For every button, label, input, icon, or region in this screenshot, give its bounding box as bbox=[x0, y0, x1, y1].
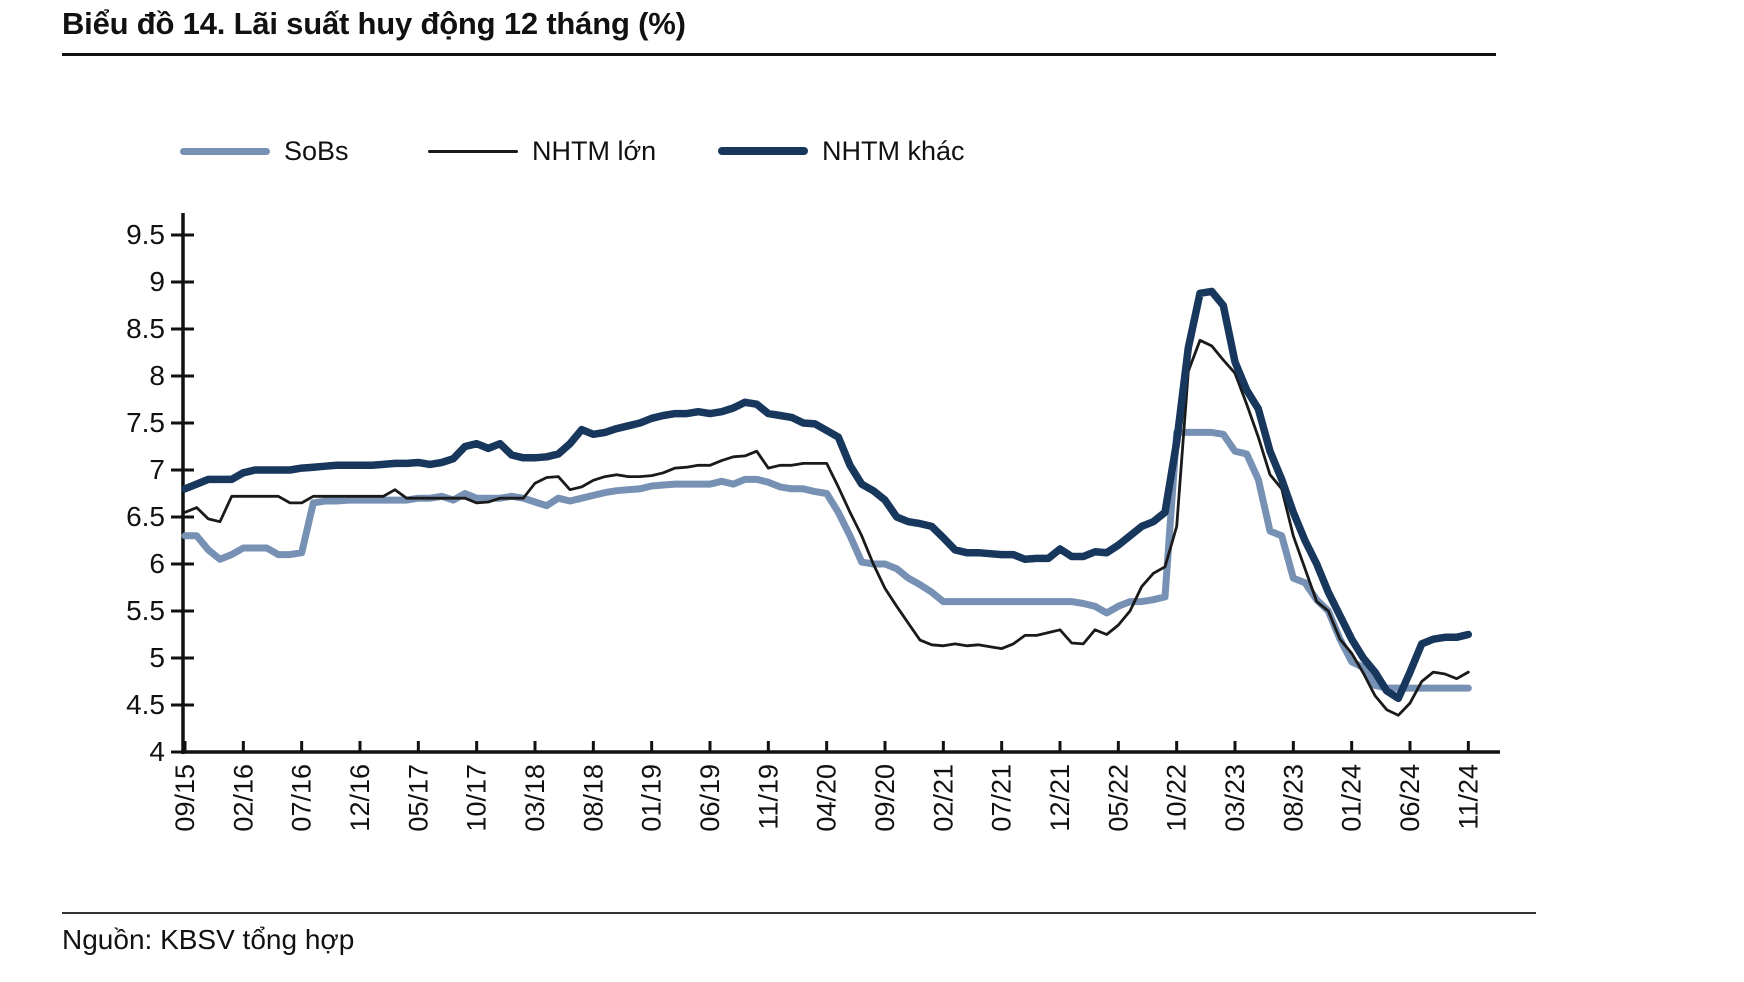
y-tick-label: 6.5 bbox=[126, 501, 165, 532]
x-tick-label: 07/16 bbox=[287, 764, 317, 832]
legend-label-nhtm-lon: NHTM lớn bbox=[532, 135, 657, 166]
x-tick-label: 05/22 bbox=[1103, 764, 1133, 832]
title-underline bbox=[62, 53, 1496, 56]
page-title: Biểu đồ 14. Lãi suất huy động 12 tháng (… bbox=[62, 6, 686, 41]
y-tick-label: 9.5 bbox=[126, 219, 165, 250]
legend-swatch-sobs bbox=[180, 147, 270, 155]
y-tick-label: 8.5 bbox=[126, 313, 165, 344]
x-tick-label: 03/23 bbox=[1220, 764, 1250, 832]
legend-swatch-nhtm-lon bbox=[428, 149, 518, 153]
x-tick-label: 08/18 bbox=[578, 764, 608, 832]
x-tick-label: 09/20 bbox=[870, 764, 900, 832]
x-tick-label: 09/15 bbox=[170, 764, 200, 832]
y-tick-label: 9 bbox=[149, 266, 165, 297]
x-tick-label: 11/19 bbox=[753, 764, 783, 830]
x-tick-label: 11/24 bbox=[1453, 764, 1483, 830]
y-tick-label: 5 bbox=[149, 642, 165, 673]
x-tick-label: 12/21 bbox=[1045, 764, 1075, 832]
x-tick-label: 12/16 bbox=[345, 764, 375, 832]
x-tick-label: 08/23 bbox=[1278, 764, 1308, 832]
legend-item-nhtm-lon: NHTM lớn bbox=[428, 136, 656, 166]
y-tick-label: 4 bbox=[149, 736, 165, 767]
legend-item-nhtm-khac: NHTM khác bbox=[718, 136, 965, 166]
x-tick-label: 07/21 bbox=[987, 764, 1017, 832]
series-line-nhtm-lớn bbox=[183, 338, 1470, 717]
source-note: Nguồn: KBSV tổng hợp bbox=[62, 924, 355, 955]
series-line-sobs bbox=[181, 428, 1472, 692]
legend-item-sobs: SoBs bbox=[180, 136, 349, 166]
y-tick-label: 8 bbox=[149, 360, 165, 391]
x-tick-label: 04/20 bbox=[812, 764, 842, 832]
footer-rule bbox=[62, 912, 1536, 914]
x-tick-label: 10/17 bbox=[462, 764, 492, 832]
legend-label-nhtm-khac: NHTM khác bbox=[822, 135, 965, 166]
legend-label-sobs: SoBs bbox=[284, 135, 349, 166]
y-tick-label: 4.5 bbox=[126, 689, 165, 720]
x-tick-label: 10/22 bbox=[1162, 764, 1192, 832]
x-tick-label: 05/17 bbox=[403, 764, 433, 832]
series-line-nhtm-khác bbox=[181, 287, 1473, 703]
y-tick-label: 7.5 bbox=[126, 407, 165, 438]
y-tick-label: 5.5 bbox=[126, 595, 165, 626]
legend-swatch-nhtm-khac bbox=[718, 147, 808, 155]
y-tick-label: 6 bbox=[149, 548, 165, 579]
y-tick-label: 7 bbox=[149, 454, 165, 485]
x-tick-label: 06/24 bbox=[1395, 764, 1425, 832]
x-tick-label: 02/21 bbox=[928, 764, 958, 832]
x-tick-label: 01/24 bbox=[1337, 764, 1367, 832]
x-tick-label: 06/19 bbox=[695, 764, 725, 832]
x-tick-label: 02/16 bbox=[228, 764, 258, 832]
x-tick-label: 01/19 bbox=[637, 764, 667, 832]
x-tick-label: 03/18 bbox=[520, 764, 550, 832]
